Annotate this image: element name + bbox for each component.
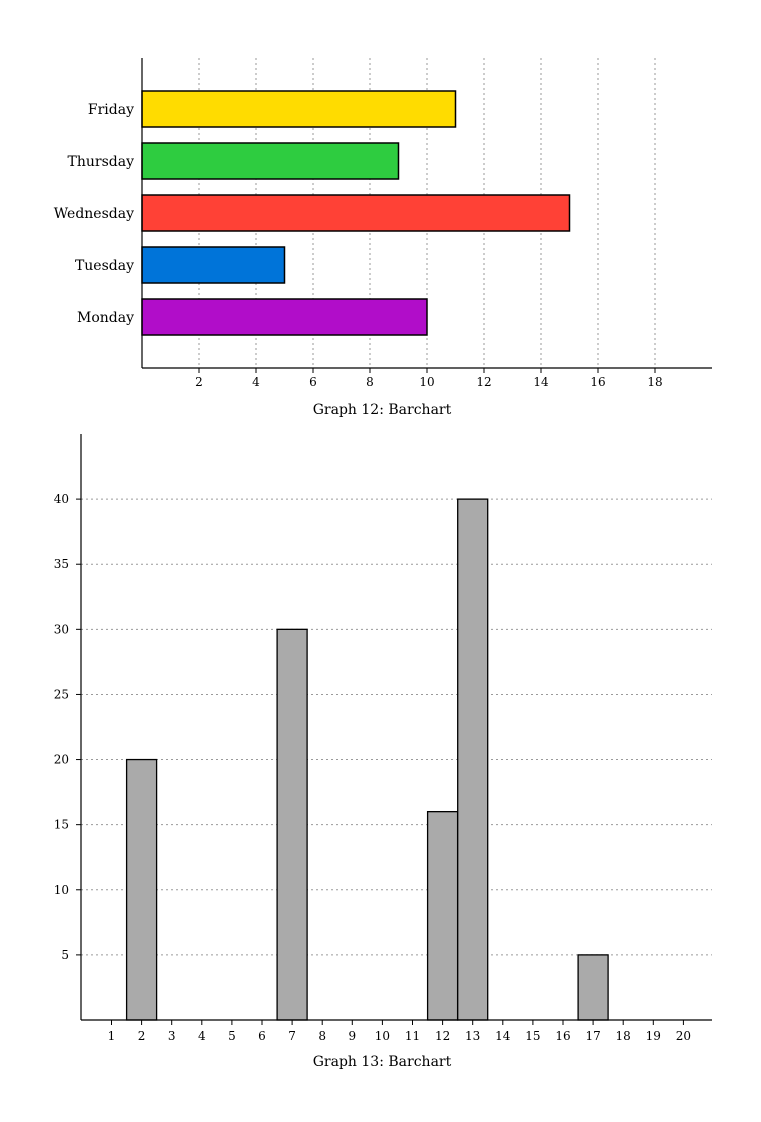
chart1-x-tick-label: 6 [309,375,317,389]
chart2-x-tick-label: 1 [108,1029,116,1043]
chart1-caption: Graph 12: Barchart [313,402,452,418]
chart2-x-tick-label: 15 [525,1029,540,1043]
chart1-axes [141,58,712,373]
chart2-x-tick-label: 3 [168,1029,176,1043]
chart2-x-tick-label: 20 [676,1029,691,1043]
weekday-barchart: 2 4 6 8 10 12 14 16 18 Monday Tuesday Wednesday Thu… [54,58,712,418]
chart2-x-tick-label: 19 [646,1029,661,1043]
chart2-gridlines [81,498,712,956]
bar-tuesday [141,246,286,284]
chart2-x-tick-label: 18 [616,1029,631,1043]
category-label-wednesday: Wednesday [54,206,134,222]
bar-thursday [141,142,400,180]
category-label-tuesday: Tuesday [75,258,134,274]
chart2-y-tick-label: 40 [54,492,69,506]
chart1-x-tick-label: 16 [590,375,605,389]
chart1-x-tick-label: 8 [366,375,374,389]
chart2-x-tick-label: 12 [435,1029,450,1043]
bar-12 [426,810,459,1021]
chart2-x-tick-label: 6 [258,1029,266,1043]
chart2-y-tick-label: 30 [54,622,69,636]
category-label-thursday: Thursday [68,154,135,170]
category-label-friday: Friday [88,102,134,118]
bar-17 [577,954,609,1021]
chart1-category-labels: Monday Tuesday Wednesday Thursday Friday [54,102,134,326]
bar-13 [457,498,489,1021]
chart2-y-tick-label: 5 [61,948,69,962]
chart1-bars [141,90,571,336]
chart2-x-tick-labels: 1 2 3 4 5 6 7 8 9 10 11 12 13 14 15 16 17 18 19 20 [108,1029,691,1043]
bar-7 [276,628,308,1021]
category-label-monday: Monday [77,310,134,326]
chart2-y-tick-label: 15 [54,818,69,832]
chart2-x-tick-label: 10 [375,1029,390,1043]
chart2-x-tick-label: 7 [288,1029,296,1043]
chart1-x-tick-label: 14 [533,375,549,389]
chart2-y-tick-label: 10 [54,883,69,897]
bar-wednesday [141,194,571,232]
chart2-y-tick-label: 35 [54,557,69,571]
numbered-barchart: 1 2 3 4 5 6 7 8 9 10 11 12 13 14 15 16 17 18 19 20 51015202… [54,434,712,1070]
chart2-x-tick-label: 9 [348,1029,356,1043]
chart2-y-tick-label: 25 [54,687,69,701]
bar-2 [125,758,158,1021]
chart1-x-tick-label: 2 [195,375,203,389]
chart1-x-tick-label: 18 [647,375,662,389]
chart1-x-tick-label: 10 [419,375,434,389]
chart2-y-tick-label: 20 [54,753,69,767]
chart2-x-tick-label: 5 [228,1029,236,1043]
chart2-x-tick-label: 13 [465,1029,480,1043]
chart2-x-tick-label: 11 [405,1029,420,1043]
chart2-x-tick-label: 14 [495,1029,511,1043]
chart2-x-tick-label: 8 [318,1029,326,1043]
chart2-x-tick-label: 16 [555,1029,570,1043]
chart1-x-tick-label: 12 [476,375,491,389]
chart2-caption: Graph 13: Barchart [313,1054,452,1070]
bar-friday [141,90,457,128]
chart2-x-tick-label: 2 [138,1029,146,1043]
bar-monday [141,298,428,336]
chart2-x-tick-label: 17 [585,1029,600,1043]
chart2-axes [76,434,712,1025]
chart1-x-tick-labels: 2 4 6 8 10 12 14 16 18 [195,375,662,389]
chart2-x-tick-label: 4 [198,1029,206,1043]
chart2-y-tick-labels: 5 10 15 20 25 30 35 40 [54,492,69,962]
chart1-x-tick-label: 4 [252,375,260,389]
